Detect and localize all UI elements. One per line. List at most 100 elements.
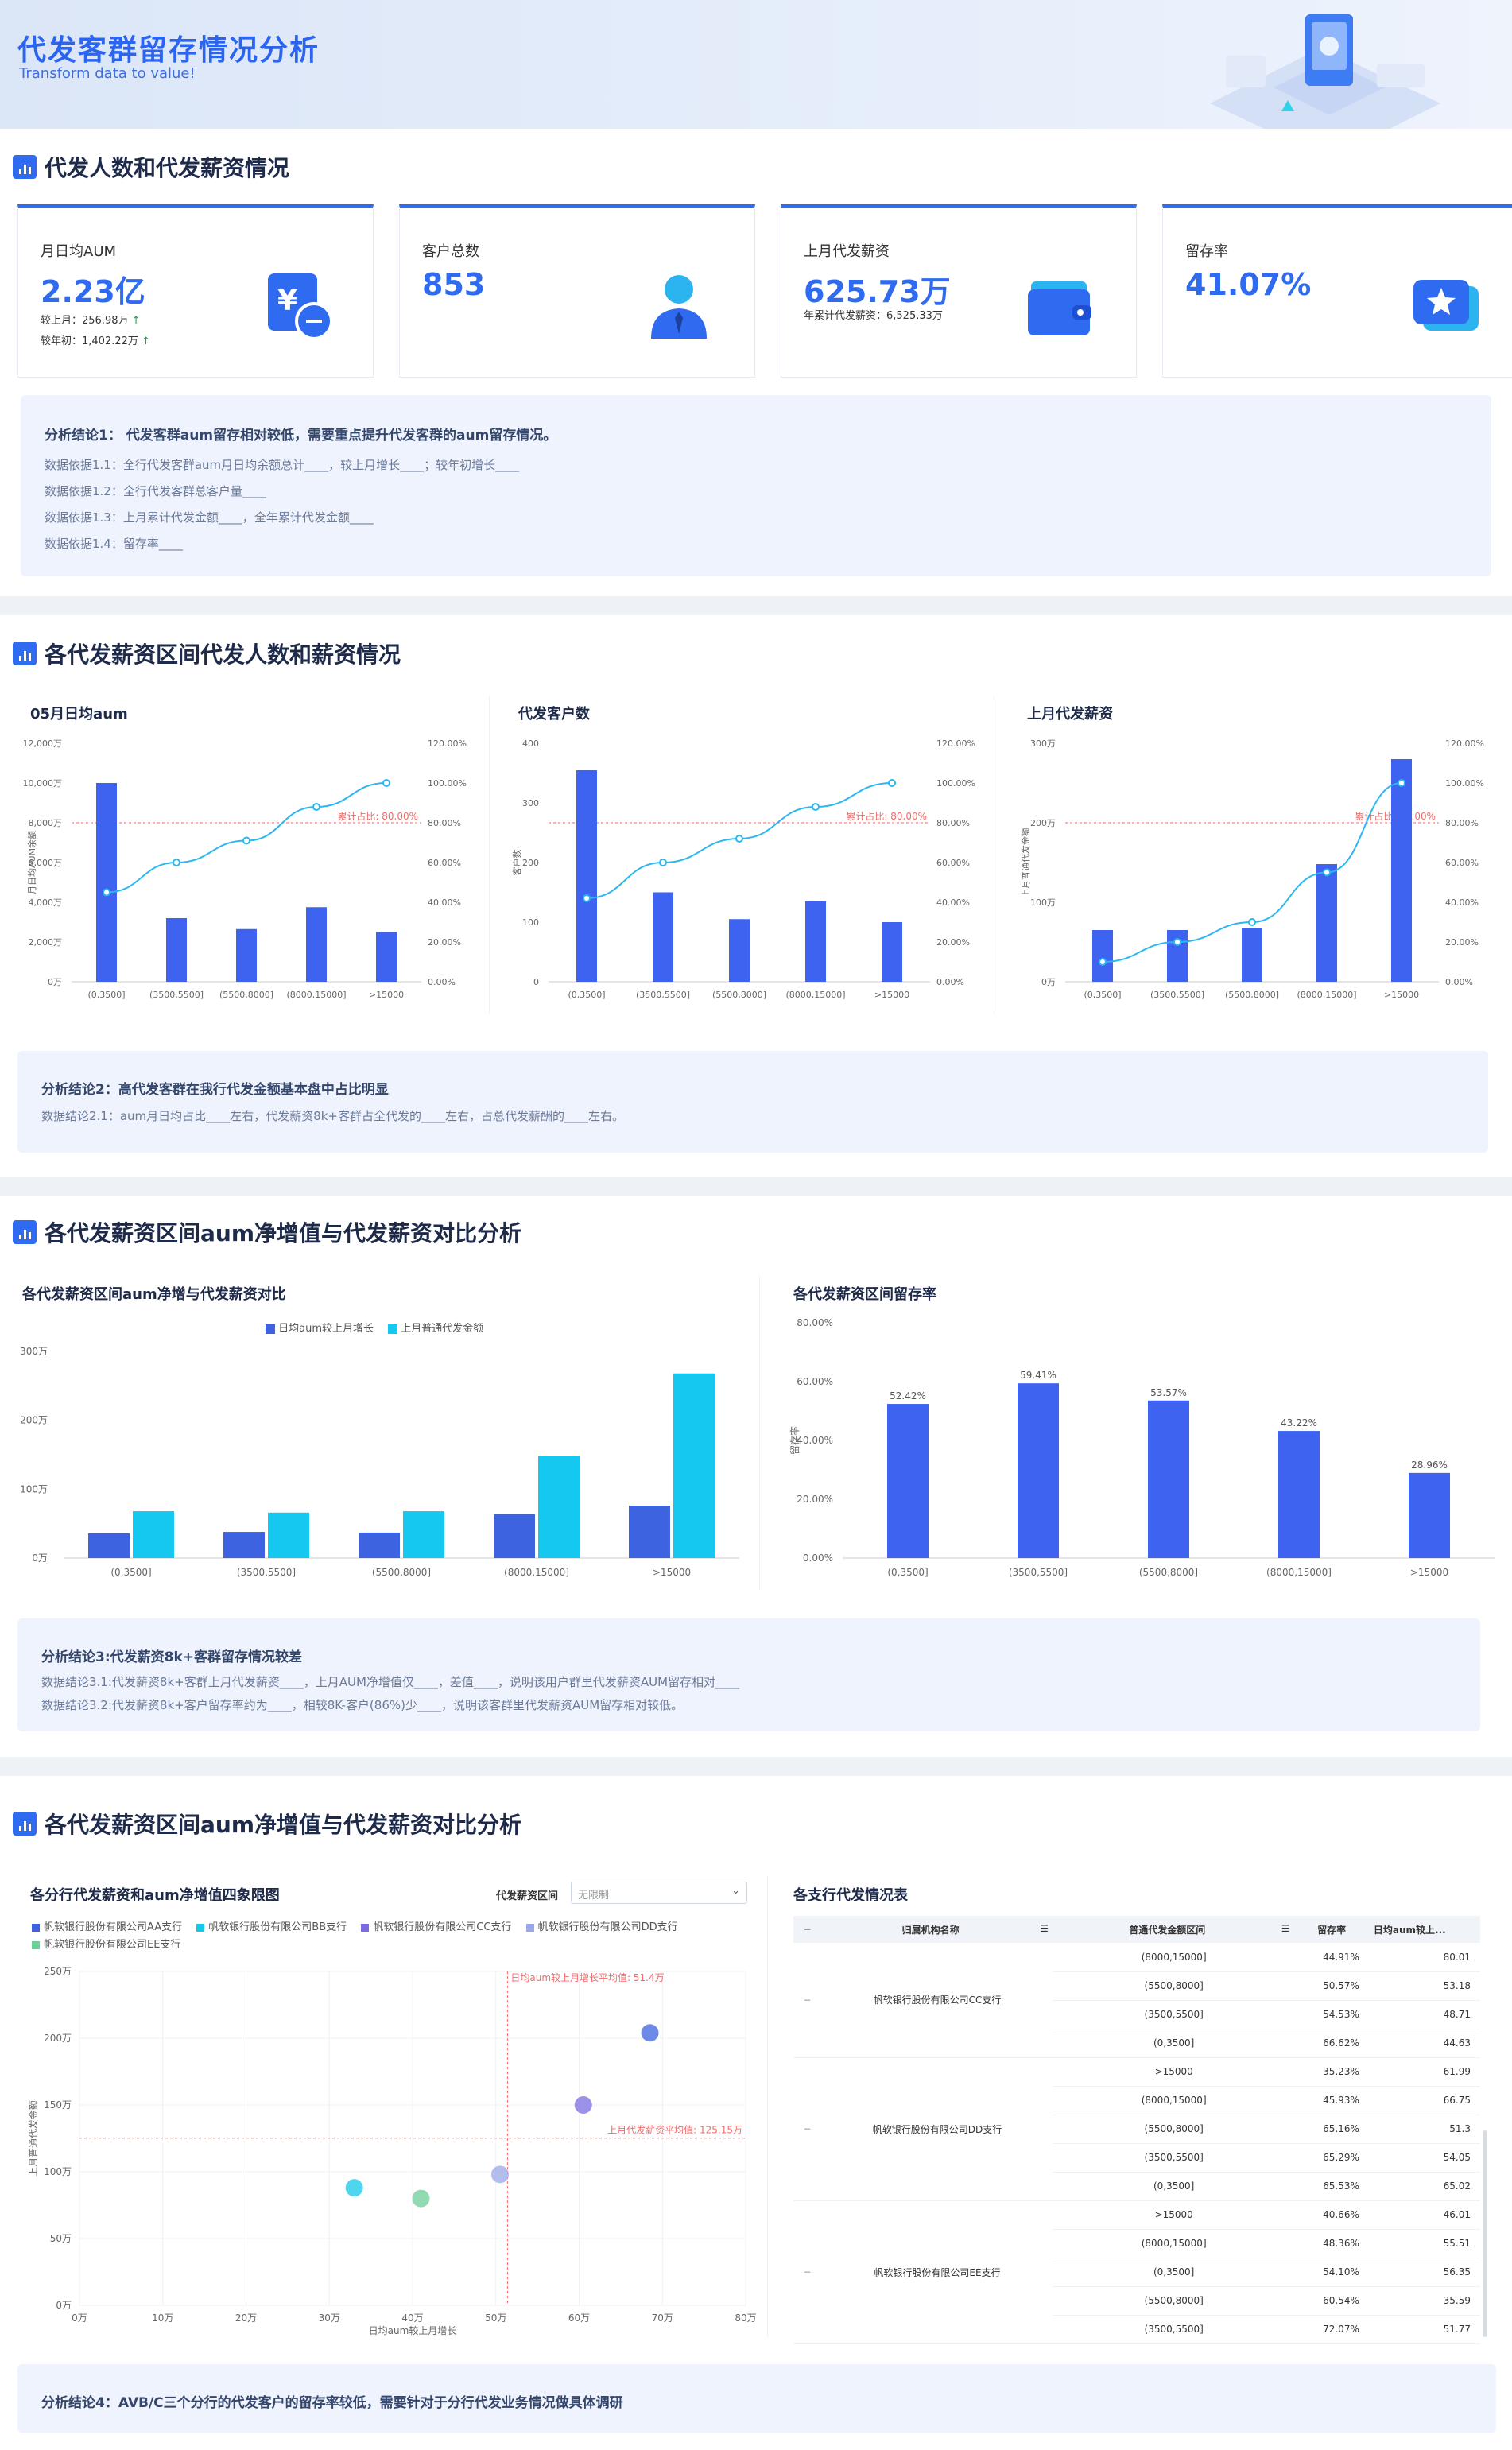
data-label: 53.57% — [1150, 1387, 1187, 1398]
y2-tick-label: 20.00% — [936, 937, 970, 948]
pareto-chart-salary: 0万 100万 200万 300万 0.00% 20.00% 40.00% 60.00% 80.… — [1020, 738, 1484, 1000]
data-label: 52.42% — [890, 1390, 926, 1401]
column-header-range[interactable]: 普通代发金额区间 ☰ — [1053, 1916, 1295, 1943]
cell-range: >15000 — [1053, 2057, 1295, 2087]
bar — [1278, 1431, 1320, 1558]
x-tick-label: (3500,5500] — [1009, 1567, 1068, 1578]
table-row[interactable]: (0,3500] 66.62% 44.63 — [793, 2029, 1480, 2058]
cell-retention: 35.23% — [1294, 2057, 1369, 2087]
table-row[interactable]: (3500,5500] 65.29% 54.05 — [793, 2143, 1480, 2173]
table-row[interactable]: (8000,15000] 48.36% 55.51 — [793, 2229, 1480, 2258]
cell-aum: 46.01 — [1368, 2200, 1480, 2230]
table-row[interactable]: (5500,8000] 65.16% 51.3 — [793, 2115, 1480, 2144]
legend-item[interactable]: 帆软银行股份有限公司DD支行 — [525, 1921, 678, 1933]
page-subtitle: Transform data to value! — [19, 65, 196, 82]
collapse-icon[interactable]: − — [793, 1916, 822, 1943]
cumulative-point — [1398, 779, 1405, 787]
x-tick-label: (3500,5500] — [149, 990, 204, 1000]
cell-retention: 66.62% — [1294, 2029, 1369, 2058]
kpi-label: 留存率 — [1185, 243, 1228, 260]
kpi-sub-year: 年累计代发薪资：6,525.33万 — [804, 310, 943, 322]
cell-aum: 51.77 — [1368, 2315, 1480, 2344]
legend-swatch — [266, 1324, 275, 1334]
cumulative-point — [735, 835, 743, 843]
kpi-sub-month: 较上月：256.98万 ↑ — [41, 315, 141, 327]
y-tick-label: 100万 — [20, 1483, 48, 1494]
bar — [96, 783, 117, 982]
chart-title-customers: 代发客户数 — [518, 706, 590, 723]
y-tick-label: 100万 — [44, 2166, 72, 2177]
chart-separator — [767, 1876, 768, 2337]
filter-icon[interactable]: ☰ — [1040, 1922, 1049, 1934]
y-tick-label: 200万 — [1030, 818, 1056, 828]
table-scrollbar[interactable] — [1483, 2130, 1487, 2337]
table-row[interactable]: (3500,5500] 54.53% 48.71 — [793, 2000, 1480, 2029]
y2-tick-label: 100.00% — [428, 778, 467, 789]
column-header-retention[interactable]: 留存率 — [1294, 1916, 1369, 1943]
conclusion-1: 分析结论1： 代发客群aum留存相对较低，需要重点提升代发客群的aum留存情况。… — [21, 395, 1491, 576]
legend-item[interactable]: 帆软银行股份有限公司CC支行 — [361, 1921, 511, 1933]
cumulative-point — [583, 894, 591, 902]
section1-title: 代发人数和代发薪资情况 — [13, 151, 289, 183]
kpi-card-aum: 月日均AUM 2.23亿 较上月：256.98万 ↑ 较年初：1,402.22万… — [17, 204, 374, 378]
column-header-org[interactable]: 归属机构名称 ☰ — [821, 1916, 1053, 1943]
legend-item[interactable]: 帆软银行股份有限公司AA支行 — [32, 1921, 182, 1933]
bar-chart-icon — [13, 1220, 37, 1244]
salary-range-select[interactable]: 无限制 ⌄ — [571, 1882, 747, 1904]
retention-chart-title: 各代发薪资区间留存率 — [793, 1286, 936, 1303]
cell-range: (3500,5500] — [1053, 2000, 1295, 2029]
collapse-icon[interactable]: − — [793, 2200, 822, 2344]
y-tick-label: 0万 — [56, 2300, 72, 2311]
cumulative-point — [103, 888, 110, 897]
isometric-illustration-icon — [1210, 14, 1440, 129]
sort-icon[interactable]: ☰ — [1281, 1922, 1290, 1934]
table-row[interactable]: (0,3500] 54.10% 56.35 — [793, 2258, 1480, 2287]
bar — [1018, 1383, 1059, 1558]
conclusion-2-head: 分析结论2：高代发客群在我行代发金额基本盘中占比明显 — [41, 1082, 389, 1098]
legend-item[interactable]: 帆软银行股份有限公司BB支行 — [196, 1921, 347, 1933]
y2-tick-label: 40.00% — [428, 897, 461, 908]
y2-tick-label: 120.00% — [428, 738, 467, 749]
y2-tick-label: 20.00% — [428, 937, 461, 948]
conclusion-1-line: 数据依据1.4：留存率____ — [45, 537, 183, 551]
collapse-icon[interactable]: − — [793, 1943, 822, 2058]
x-tick-label: 80万 — [735, 2312, 756, 2324]
person-icon — [651, 275, 707, 339]
table-row[interactable]: − 帆软银行股份有限公司CC支行 (8000,15000] 44.91% 80.01 — [793, 1943, 1480, 2058]
table-row[interactable]: − 帆软银行股份有限公司EE支行 >15000 40.66% 46.01 — [793, 2200, 1480, 2344]
cell-range: (8000,15000] — [1053, 2086, 1295, 2115]
bar — [133, 1511, 174, 1558]
y2-tick-label: 40.00% — [936, 897, 970, 908]
bar — [1092, 930, 1113, 982]
x-tick-label: >15000 — [653, 1567, 691, 1578]
cell-aum: 35.59 — [1368, 2286, 1480, 2316]
cell-range: (8000,15000] — [1053, 2229, 1295, 2258]
table-row[interactable]: − 帆软银行股份有限公司DD支行 >15000 35.23% 61.99 — [793, 2057, 1480, 2201]
scatter-point — [641, 2024, 659, 2042]
y-tick-label: 200万 — [20, 1415, 48, 1426]
table-row[interactable]: (5500,8000] 60.54% 35.59 — [793, 2286, 1480, 2316]
chevron-down-icon: ⌄ — [731, 1885, 740, 1897]
cell-retention: 50.57% — [1294, 1971, 1369, 2001]
pareto-chart-customers: 0 100 200 300 400 0.00% 20.00% 40.00% 60.00% 80.0… — [511, 738, 975, 1000]
bar — [166, 918, 187, 982]
legend-item[interactable]: 帆软银行股份有限公司EE支行 — [32, 1939, 180, 1951]
grouped-chart-title: 各代发薪资区间aum净增与代发薪资对比 — [22, 1286, 286, 1303]
table-row[interactable]: (3500,5500] 72.07% 51.77 — [793, 2315, 1480, 2344]
y-tick-label: 4,000万 — [29, 897, 63, 908]
quadrant-legend: 帆软银行股份有限公司AA支行 帆软银行股份有限公司BB支行 帆软银行股份有限公司… — [32, 1919, 747, 1954]
bar — [1242, 928, 1262, 982]
cumulative-point — [312, 803, 320, 811]
cell-range: >15000 — [1053, 2200, 1295, 2230]
y2-tick-label: 80.00% — [1445, 818, 1479, 828]
data-label: 43.22% — [1281, 1417, 1317, 1429]
y-tick-label: 300万 — [20, 1346, 48, 1357]
section4-title-text: 各代发薪资区间aum净增值与代发薪资对比分析 — [45, 1812, 522, 1838]
column-header-aum[interactable]: 日均aum较上... — [1368, 1916, 1480, 1943]
conclusion-2-line: 数据结论2.1：aum月日均占比____左右，代发薪资8k+客群占全代发的___… — [41, 1109, 624, 1123]
table-row[interactable]: (0,3500] 65.53% 65.02 — [793, 2172, 1480, 2201]
table-row[interactable]: (8000,15000] 45.93% 66.75 — [793, 2086, 1480, 2115]
collapse-icon[interactable]: − — [793, 2057, 822, 2201]
table-row[interactable]: (5500,8000] 50.57% 53.18 — [793, 1971, 1480, 2001]
chart-title-aum: 05月日均aum — [30, 706, 128, 723]
